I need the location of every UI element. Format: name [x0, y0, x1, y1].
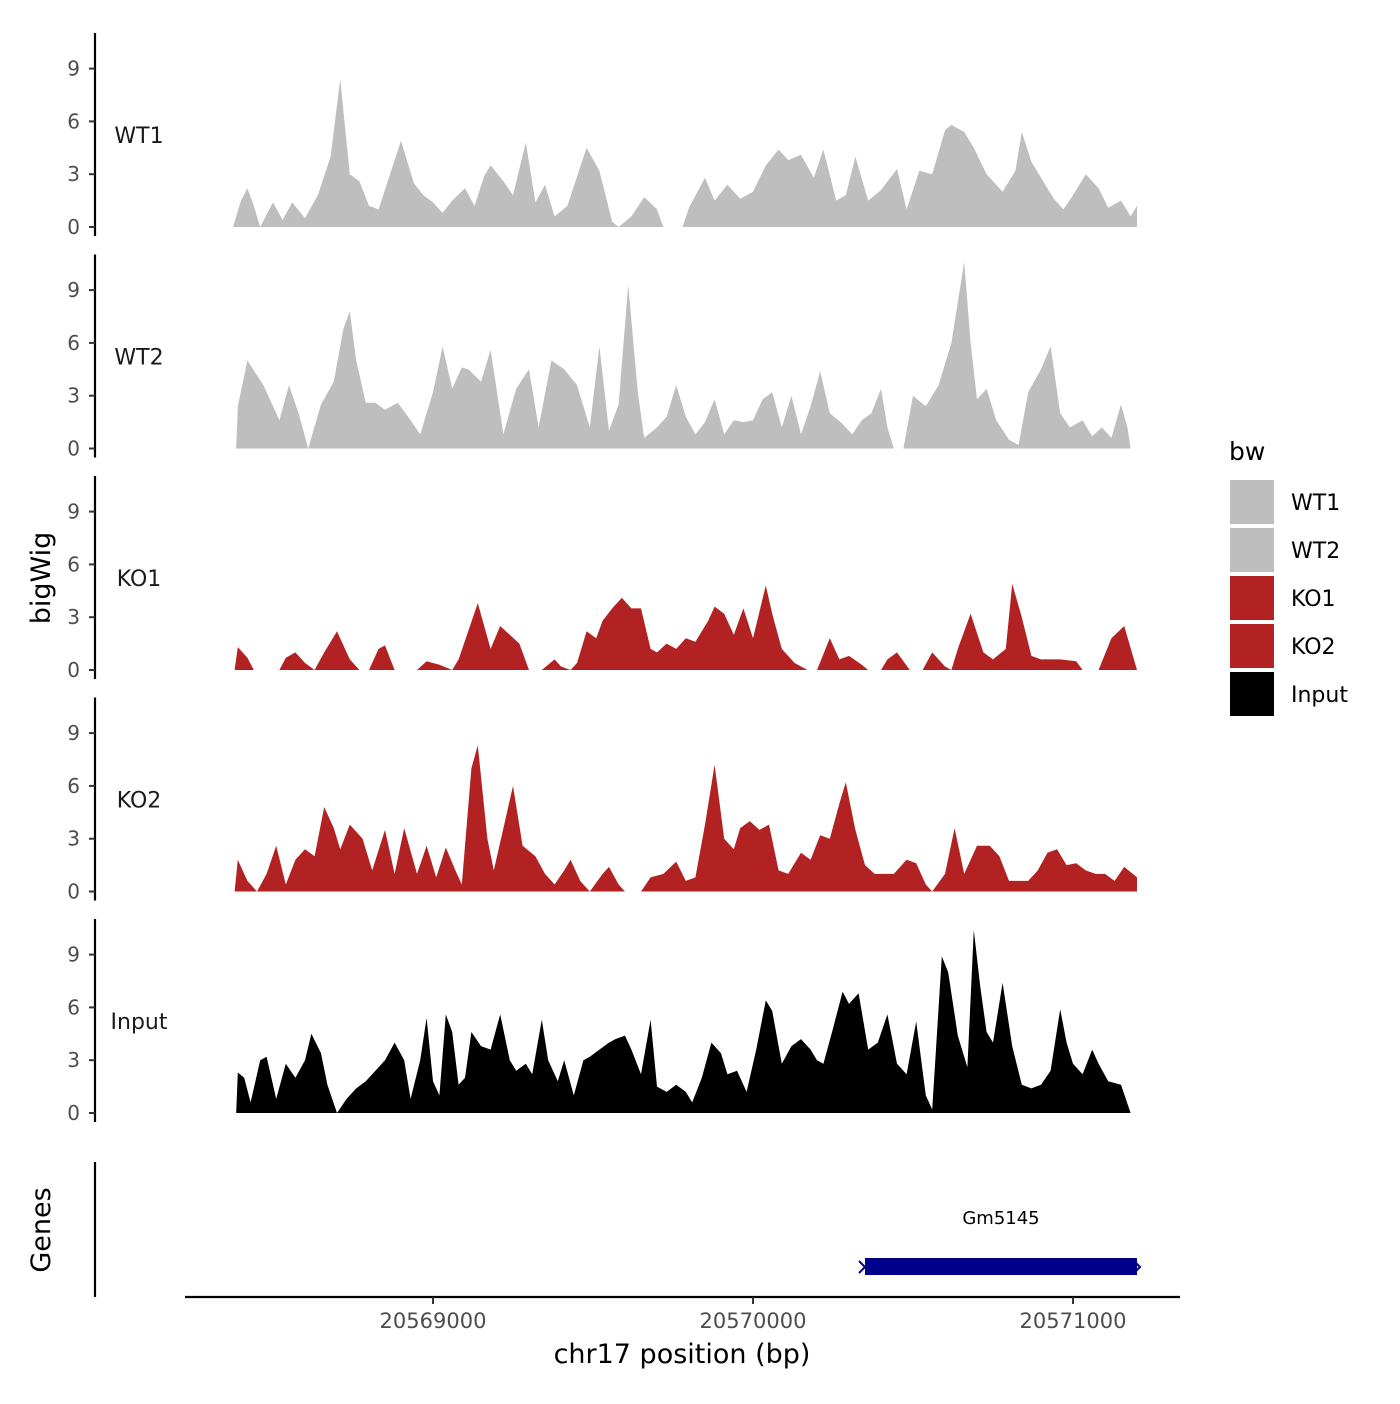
- y-axis-title: bigWig: [26, 532, 57, 625]
- legend-label: KO2: [1291, 635, 1336, 660]
- y-tick-label: 6: [67, 552, 80, 576]
- gene-label: Gm5145: [962, 1208, 1039, 1229]
- strand-arrow-icon: [1134, 1261, 1142, 1273]
- track-wt2: 0 3 6 9 WT2: [67, 254, 1131, 461]
- y-tick-label: 9: [67, 943, 80, 967]
- y-tick-label: 9: [67, 721, 80, 745]
- y-tick-label: 3: [67, 827, 80, 851]
- legend-label: Input: [1291, 683, 1348, 708]
- track-wt1: 0 3 6 9 WT1: [67, 33, 1137, 239]
- x-axis: 20569000 20570000 20571000: [185, 1295, 1180, 1333]
- genes-track-title: Genes: [26, 1187, 57, 1272]
- legend-swatch: [1230, 528, 1274, 572]
- track-label: KO2: [117, 789, 162, 814]
- y-tick-label: 6: [67, 995, 80, 1019]
- gene-body: [865, 1258, 1137, 1275]
- y-tick-label: 6: [67, 774, 80, 798]
- y-tick-label: 3: [67, 1048, 80, 1072]
- coverage-area-input: [236, 930, 1131, 1113]
- y-tick-label: 0: [67, 658, 80, 682]
- legend-label: KO1: [1291, 587, 1336, 612]
- strand-arrow-icon: [858, 1260, 867, 1274]
- coverage-tracks: 0 3 6 9 WT1 0 3 6 9 WT2 0 3 6 9 KO1 0 3 6 9 KO2 0 3 6 9 Input: [67, 33, 1138, 1125]
- track-label: WT1: [114, 124, 163, 149]
- y-tick-label: 9: [67, 500, 80, 524]
- legend-title: bw: [1229, 437, 1265, 466]
- legend-swatch: [1230, 480, 1274, 524]
- y-tick-label: 3: [67, 162, 80, 186]
- y-tick-label: 9: [67, 57, 80, 81]
- y-tick-label: 3: [67, 605, 80, 629]
- genes-track: Gm5145: [93, 1162, 1142, 1297]
- legend-swatch: [1230, 624, 1274, 668]
- y-tick-label: 3: [67, 384, 80, 408]
- track-label: WT2: [114, 346, 163, 371]
- y-tick-label: 0: [67, 215, 80, 239]
- x-tick-label: 20569000: [380, 1309, 487, 1333]
- legend-label: WT2: [1291, 539, 1340, 564]
- coverage-area-wt1: [233, 79, 1137, 227]
- track-ko1: 0 3 6 9 KO1: [67, 476, 1138, 682]
- track-label: KO1: [117, 567, 162, 592]
- legend-label: WT1: [1291, 491, 1340, 516]
- coverage-area-ko2: [234, 745, 1138, 892]
- y-tick-label: 6: [67, 331, 80, 355]
- legend-swatch: [1230, 672, 1274, 716]
- track-ko2: 0 3 6 9 KO2: [67, 697, 1138, 904]
- coverage-area-ko1: [234, 583, 1138, 670]
- legend: bw WT1 WT2 KO1 KO2 Input: [1229, 437, 1348, 716]
- track-input: 0 3 6 9 Input: [67, 919, 1131, 1125]
- x-tick-label: 20571000: [1020, 1309, 1127, 1333]
- y-tick-label: 6: [67, 109, 80, 133]
- legend-items: WT1 WT2 KO1 KO2 Input: [1230, 480, 1348, 716]
- track-label: Input: [111, 1010, 168, 1035]
- legend-swatch: [1230, 576, 1274, 620]
- y-tick-label: 9: [67, 278, 80, 302]
- y-tick-label: 0: [67, 880, 80, 904]
- y-tick-label: 0: [67, 437, 80, 461]
- y-tick-label: 0: [67, 1101, 80, 1125]
- coverage-area-wt2: [236, 261, 1131, 449]
- x-axis-title: chr17 position (bp): [554, 1339, 811, 1370]
- x-tick-label: 20570000: [700, 1309, 807, 1333]
